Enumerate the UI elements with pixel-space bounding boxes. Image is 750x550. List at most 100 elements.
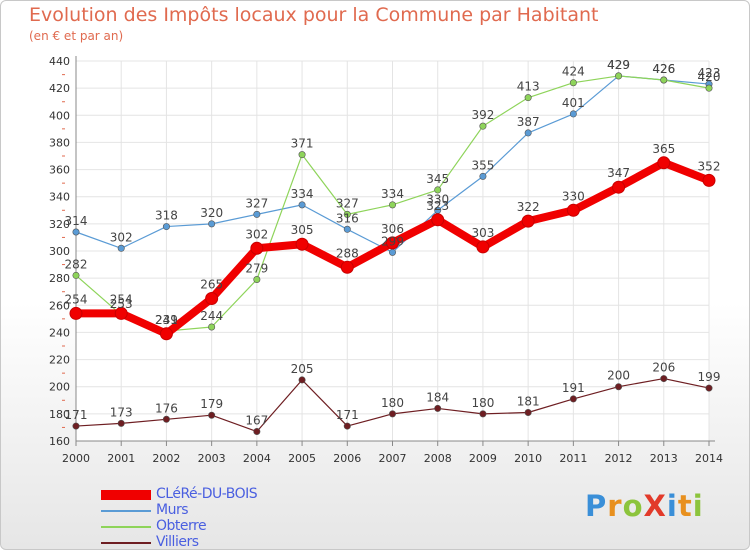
data-point — [162, 223, 170, 231]
data-label: 241 — [155, 313, 178, 327]
x-tick-label: 2007 — [379, 452, 407, 465]
data-label: 426 — [652, 62, 675, 76]
data-point — [72, 228, 80, 236]
data-label: 288 — [336, 246, 359, 260]
data-label: 299 — [381, 234, 404, 248]
data-point — [479, 410, 487, 418]
data-label: 327 — [336, 196, 359, 210]
x-tick-label: 2005 — [288, 452, 316, 465]
data-point — [476, 240, 490, 254]
data-label: 355 — [471, 158, 494, 172]
data-label: 239 — [155, 313, 178, 327]
data-point — [208, 411, 216, 419]
x-tick-label: 2008 — [424, 452, 452, 465]
legend-label: CLéRé-DU-BOIS — [156, 486, 258, 502]
y-tick-label: 220 — [49, 354, 70, 367]
logo-letter: i — [692, 489, 704, 523]
data-label: 322 — [517, 200, 540, 214]
data-label: 330 — [562, 189, 585, 203]
logo-letter: X — [643, 489, 667, 523]
data-point — [388, 201, 396, 209]
data-label: 352 — [698, 159, 721, 173]
legend-swatch — [101, 490, 151, 500]
x-tick-label: 2006 — [333, 452, 361, 465]
data-point — [660, 375, 668, 383]
data-label: 302 — [110, 230, 133, 244]
data-point — [253, 210, 261, 218]
data-label: 334 — [291, 187, 314, 201]
data-label: 206 — [652, 361, 675, 375]
proxiti-logo: ProXiti — [585, 489, 704, 523]
data-point — [479, 172, 487, 180]
data-point — [705, 384, 713, 392]
data-point — [340, 260, 354, 274]
data-label: 401 — [562, 96, 585, 110]
data-point — [702, 173, 716, 187]
data-label: 392 — [471, 108, 494, 122]
data-point — [705, 84, 713, 92]
data-label: 254 — [110, 292, 133, 306]
y-tick-label: 380 — [49, 136, 70, 149]
data-point — [69, 306, 83, 320]
data-label: 424 — [562, 65, 585, 79]
data-point — [524, 408, 532, 416]
data-label: 279 — [245, 262, 268, 276]
data-label: 387 — [517, 115, 540, 129]
data-label: 282 — [65, 257, 88, 271]
data-label: 303 — [471, 226, 494, 240]
data-point — [524, 94, 532, 102]
logo-letter: o — [622, 489, 644, 523]
data-point — [479, 122, 487, 130]
data-label: 265 — [200, 278, 223, 292]
data-point — [566, 203, 580, 217]
data-point — [117, 419, 125, 427]
data-point — [388, 248, 396, 256]
data-label: 176 — [155, 401, 178, 415]
data-point — [615, 72, 623, 80]
data-label: 327 — [245, 196, 268, 210]
data-label: 314 — [65, 214, 88, 228]
data-label: 420 — [698, 70, 721, 84]
data-point — [569, 395, 577, 403]
data-point — [250, 241, 264, 255]
y-tick-label: 340 — [49, 191, 70, 204]
data-point — [208, 323, 216, 331]
x-tick-label: 2002 — [152, 452, 180, 465]
data-point — [434, 404, 442, 412]
data-label: 205 — [291, 362, 314, 376]
data-point — [386, 236, 399, 250]
data-point — [159, 327, 173, 341]
data-label: 318 — [155, 209, 178, 223]
data-point — [521, 214, 535, 228]
x-tick-label: 2000 — [62, 452, 90, 465]
data-point — [205, 292, 219, 305]
data-point — [298, 376, 306, 384]
data-point — [615, 383, 623, 391]
logo-letter: P — [585, 489, 608, 523]
data-point — [295, 237, 309, 251]
y-tick-label: 320 — [49, 218, 70, 231]
data-point — [569, 110, 577, 118]
data-label: 199 — [698, 370, 721, 384]
data-label: 171 — [65, 408, 88, 422]
x-tick-label: 2004 — [243, 452, 271, 465]
y-tick-label: 420 — [49, 82, 70, 95]
data-label: 200 — [607, 369, 630, 383]
data-point — [162, 415, 170, 423]
y-tick-label: 280 — [49, 272, 70, 285]
data-point — [298, 151, 306, 159]
data-point — [343, 210, 351, 218]
data-label: 365 — [652, 142, 675, 156]
legend-label: Villiers — [156, 534, 199, 550]
data-label: 180 — [381, 396, 404, 410]
data-label: 330 — [426, 192, 449, 206]
x-tick-label: 2011 — [559, 452, 587, 465]
data-point — [117, 244, 125, 252]
data-label: 167 — [245, 414, 268, 428]
y-tick-label: 260 — [49, 299, 70, 312]
logo-letter: r — [607, 489, 623, 523]
legend-label: Obterre — [156, 518, 207, 534]
data-label: 181 — [517, 395, 540, 409]
data-point — [72, 422, 80, 430]
